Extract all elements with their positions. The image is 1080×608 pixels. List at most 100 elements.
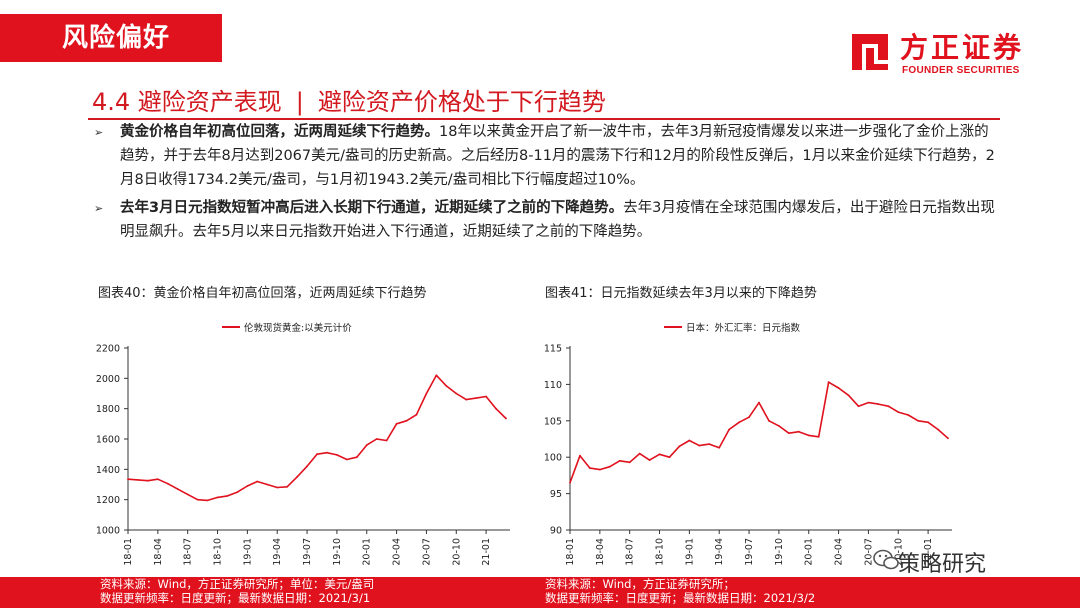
x-tick-label: 19-01 [684,538,695,566]
y-tick-label: 1000 [96,526,120,537]
series-line [569,381,949,483]
bullet-gold-heading: 黄金价格自年初高位回落，近两周延续下行趋势。 [120,124,439,140]
y-tick-label: 110 [544,380,562,391]
title-rule [88,118,1000,120]
data-point [186,493,189,496]
data-point [485,395,488,398]
y-tick-label: 95 [550,489,562,500]
data-point [658,453,661,456]
data-point [495,407,497,410]
x-tick-label: 19-10 [332,538,343,566]
data-point [847,394,850,397]
data-point [316,453,318,456]
data-point [216,496,219,499]
data-point [787,432,790,435]
data-point [758,401,760,404]
bullet-arrow-icon: ➢ [94,202,104,215]
bullet-item-gold: ➢ 黄金价格自年初高位回落，近两周延续下行趋势。18年以来黄金开启了新一波牛市，… [90,120,998,192]
gold-price-chart: 伦敦现货黄金:以美元计价 1000 1200 1400 1600 1800 2000 2200… [96,322,510,566]
y-tick-label: 90 [550,526,562,537]
data-point [296,476,299,478]
y-tick-label: 1800 [96,404,120,415]
data-point [385,439,388,442]
bullet-gold-text: 18年以来黄金开启了新一波牛市，去年3月新冠疫情爆发以来进一步强化了金价上涨的趋… [120,124,995,188]
data-point [867,401,870,404]
data-point [688,439,691,442]
x-tick-label: 20-04 [392,538,403,566]
data-point [246,485,249,487]
data-point [395,422,398,425]
slide-title-subject: 避险资产价格处于下行趋势 [317,88,606,116]
data-point [698,444,701,447]
data-point [947,437,949,440]
legend-label: 伦敦现货黄金:以美元计价 [244,322,352,334]
data-point [569,481,571,484]
data-point [306,465,308,468]
data-point [226,495,229,497]
data-point [917,419,920,422]
slide-title: 4.4 避险资产表现 | 避险资产价格处于下行趋势 [92,82,606,117]
data-point [405,419,408,422]
data-point [907,414,910,416]
data-point [648,459,651,461]
x-tick-label: 20-04 [834,538,845,566]
data-point [887,405,890,408]
x-tick-label: 21-01 [923,538,934,566]
logo-chinese-name: 方正证券 [900,31,1025,64]
x-tick-label: 19-04 [714,538,725,566]
data-point [718,446,721,449]
data-point [206,499,209,502]
data-point [276,486,279,489]
x-tick-label: 18-07 [183,538,194,566]
data-point [897,411,900,413]
data-point [768,419,770,422]
data-point [256,480,259,483]
chart-40-footnote: 资料来源：Wind，方正证券研究所；单位：美元/盎司 数据更新频率：日度更新；最… [100,577,374,605]
y-tick-label: 105 [544,416,562,427]
data-point [857,405,860,408]
x-tick-label: 19-07 [302,538,313,566]
x-tick-label: 20-01 [362,538,373,566]
data-point [579,454,581,457]
data-point [236,491,239,493]
data-point [166,482,169,485]
x-tick-label: 20-10 [893,538,904,566]
data-point [335,454,338,456]
x-tick-label: 19-10 [774,538,785,566]
wechat-icon [873,549,899,570]
x-tick-label: 19-01 [242,538,253,566]
data-point [728,428,731,431]
x-tick-label: 18-10 [655,538,666,566]
founder-logo: 方正证券 FOUNDER SECURITIES [848,26,1058,82]
data-point [598,468,601,471]
data-point [817,435,820,438]
data-point [445,385,448,387]
x-tick-label: 18-04 [595,538,606,566]
chart-41-update: 数据更新频率：日度更新；最新数据日期：2021/3/2 [545,591,816,605]
data-point [196,498,199,501]
series-line [127,374,507,502]
y-tick-label: 1200 [96,495,120,506]
data-point [837,387,840,389]
data-point [608,465,611,468]
chart-40-source: 资料来源：Wind，方正证券研究所；单位：美元/盎司 [100,577,375,591]
data-point [678,445,681,448]
data-point [355,456,358,459]
y-tick-label: 1600 [96,435,120,446]
logo-english-name: FOUNDER SECURITIES [902,65,1020,76]
x-tick-label: 18-01 [123,538,134,566]
data-point [425,392,428,395]
bullet-item-yen: ➢ 去年3月日元指数短暂冲高后进入长期下行通道，近期延续了之前的下降趋势。去年3… [90,196,998,244]
data-point [326,451,328,454]
chart-40-update: 数据更新频率：日度更新；最新数据日期：2021/3/1 [100,591,371,605]
yen-index-chart: 日本：外汇汇率：日元指数 90 95 100 105 110 115 18-01 18-04 18… [544,322,952,566]
x-tick-label: 18-10 [213,538,224,566]
x-tick-label: 18-01 [565,538,576,566]
bullet-arrow-icon: ➢ [94,126,104,139]
data-point [505,417,507,420]
x-tick-label: 20-10 [451,538,462,566]
y-tick-label: 100 [544,453,562,464]
data-point [345,458,348,461]
data-point [127,478,129,481]
data-point [375,438,378,440]
